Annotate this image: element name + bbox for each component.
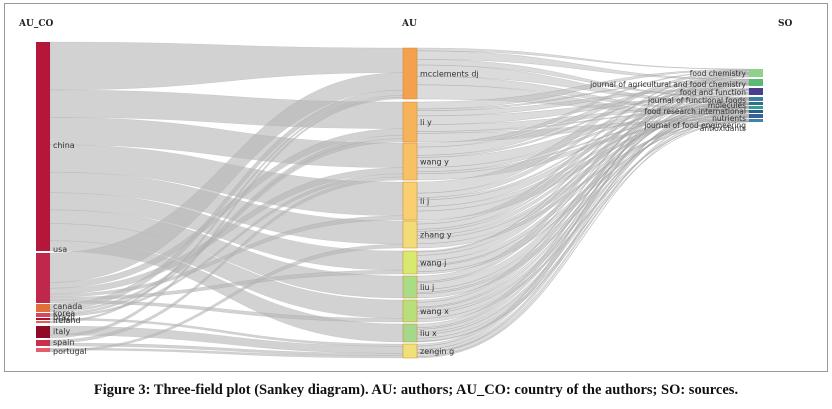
- country-node-usa: [36, 253, 50, 303]
- author-label-mcclements-dj: mcclements dj: [420, 70, 479, 79]
- author-label-li-j: li j: [420, 197, 429, 206]
- author-label-liu-j: liu j: [420, 283, 434, 292]
- country-node-china: [36, 42, 50, 251]
- author-node-zhang-y: [402, 220, 418, 249]
- author-node-mcclements-dj: [402, 47, 418, 100]
- country-label-italy: italy: [53, 327, 70, 336]
- flow-country-author-0: [49, 41, 404, 91]
- author-node-li-y: [402, 101, 418, 143]
- author-node-zengin-g: [402, 343, 418, 359]
- country-node-spain: [36, 340, 50, 346]
- author-label-liu-x: liu x: [420, 329, 437, 338]
- country-label-portugal: portugal: [53, 347, 87, 356]
- source-node-journal-of-agricultural-and-food-chemistry: [749, 79, 763, 86]
- country-label-ireland: ireland: [53, 316, 81, 325]
- author-label-zengin-g: zengin g: [420, 347, 454, 356]
- source-label-food-and-function: food and function: [680, 88, 746, 97]
- author-node-li-j: [402, 181, 418, 221]
- source-label-journal-of-food-engineering: journal of food engineering: [643, 121, 746, 130]
- author-node-wang-j: [402, 250, 418, 275]
- author-label-wang-x: wang x: [420, 307, 449, 316]
- country-node-ireland: [36, 321, 50, 323]
- column-title-so: SO: [778, 19, 792, 29]
- author-label-zhang-y: zhang y: [420, 231, 452, 240]
- source-node-food-and-function: [749, 88, 763, 95]
- source-node-molecules: [749, 102, 763, 105]
- country-label-spain: spain: [53, 338, 74, 347]
- source-node-food-chemistry: [749, 69, 763, 77]
- source-node-journal-of-functional-foods: [749, 97, 763, 101]
- country-node-portugal: [36, 348, 50, 352]
- source-node-food-research-international: [749, 106, 763, 109]
- country-label-canada: canada: [53, 302, 82, 311]
- flows-layer: [49, 41, 750, 359]
- author-node-liu-x: [402, 323, 418, 343]
- source-label-food-chemistry: food chemistry: [690, 69, 747, 78]
- author-label-wang-y: wang y: [420, 158, 449, 167]
- country-label-china: china: [53, 141, 75, 150]
- country-node-italy: [36, 326, 50, 338]
- country-label-korea: korea: [53, 309, 75, 318]
- country-label-usa: usa: [53, 245, 67, 254]
- source-label-nutrients: nutrients: [712, 114, 746, 123]
- country-node-brazil: [36, 318, 50, 320]
- column-title-au-co: AU_CO: [18, 19, 53, 29]
- country-node-korea: [36, 313, 50, 317]
- diagram-frame: china usa canada korea brazil ireland italy spa…: [4, 3, 828, 372]
- author-node-wang-y: [402, 142, 418, 181]
- source-label-molecules: molecules: [708, 101, 746, 110]
- country-node-canada: [36, 304, 50, 312]
- author-label-li-y: li y: [420, 118, 432, 127]
- source-node-journal-of-food-engineering: [749, 114, 763, 118]
- source-label-food-research-international: food research international: [644, 107, 746, 116]
- source-node-nutrients: [749, 110, 763, 113]
- author-node-wang-x: [402, 299, 418, 323]
- country-label-brazil: brazil: [53, 313, 75, 322]
- source-label-journal-of-agricultural-and-food-chemistry: journal of agricultural and food chemist…: [589, 80, 746, 89]
- source-node-antioxidants: [749, 119, 763, 122]
- source-label-antioxidants: antioxidants: [700, 124, 746, 133]
- figure-caption: Figure 3: Three-field plot (Sankey diagr…: [93, 382, 739, 398]
- author-label-wang-j: wang j: [420, 259, 446, 268]
- column-title-au: AU: [401, 19, 417, 29]
- author-node-liu-j: [402, 275, 418, 299]
- source-label-journal-of-functional-foods: journal of functional foods: [647, 96, 746, 105]
